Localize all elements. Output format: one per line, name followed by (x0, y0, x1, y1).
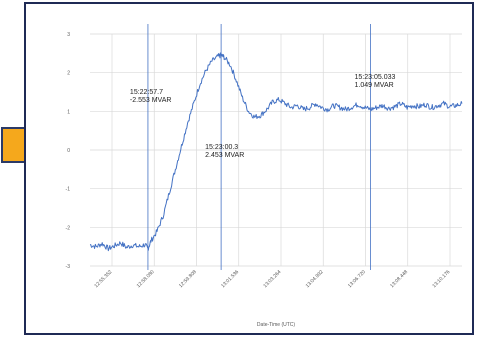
x-axis-title: Date-Time (UTC) (257, 322, 295, 328)
y-tick-label: -2 (66, 225, 71, 231)
x-axis-ticks: 12:55.352 12:58.080 12:59.808 13:01.536 13:0… (93, 269, 451, 289)
x-tick-label: 13:06.720 (347, 269, 367, 289)
annotation-time: 15:22:57.7 (130, 89, 163, 96)
annotation-time: 15:23:00.3 (205, 144, 238, 151)
annotation-value: -2.553 MVAR (130, 97, 172, 104)
annotation-time: 15:23:05.033 (355, 74, 396, 81)
x-tick-label: 13:04.992 (305, 269, 325, 289)
x-tick-label: 13:01.536 (220, 269, 240, 289)
y-axis-ticks: 3 2 1 0 -1 -2 -3 (66, 32, 71, 270)
y-tick-label: 0 (67, 148, 70, 154)
chart-frame: 3 2 1 0 -1 -2 -3 12:55.352 12:58.080 12:59.808 13… (24, 2, 474, 335)
series-line (90, 53, 462, 251)
y-tick-label: 2 (67, 71, 70, 77)
line-chart: 3 2 1 0 -1 -2 -3 12:55.352 12:58.080 12:59.808 13… (26, 4, 472, 333)
series-group (90, 53, 462, 251)
annotation-value: 1.049 MVAR (355, 82, 394, 89)
x-tick-label: 13:08.448 (389, 269, 409, 289)
x-tick-label: 12:55.352 (93, 269, 113, 289)
x-tick-label: 13:10.176 (431, 269, 451, 289)
y-tick-label: -3 (66, 264, 71, 270)
x-tick-label: 12:58.080 (136, 269, 156, 289)
y-tick-label: 1 (67, 109, 70, 115)
y-tick-label: -1 (66, 187, 71, 193)
x-tick-label: 13:03.264 (262, 269, 282, 289)
y-tick-label: 3 (67, 32, 70, 38)
horizontal-gridlines (90, 34, 462, 266)
annotations: 15:22:57.7-2.553 MVAR 15:23:00.32.453 MVA… (130, 74, 396, 159)
annotation-value: 2.453 MVAR (205, 152, 244, 159)
x-tick-label: 12:59.808 (178, 269, 198, 289)
